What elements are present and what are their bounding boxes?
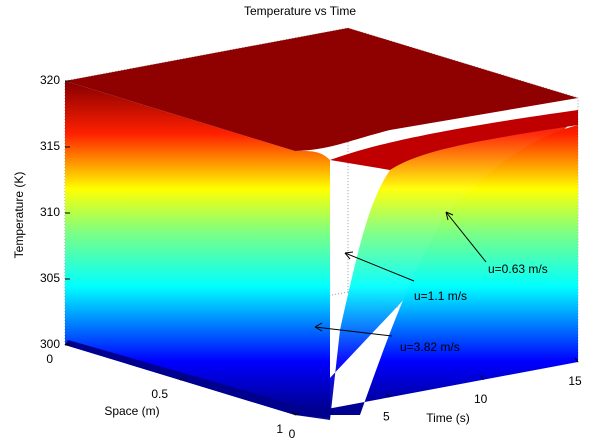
z-axis-label: Temperature (K)	[12, 172, 26, 259]
annotation: u=0.63 m/s	[488, 262, 548, 276]
x-tick-label: 0.5	[151, 387, 168, 401]
x-tick	[179, 377, 185, 381]
y-axis-label: Time (s)	[426, 411, 470, 425]
x-tick	[294, 412, 300, 416]
y-tick-label: 15	[568, 374, 582, 388]
y-tick	[480, 375, 485, 380]
z-tick-label: 305	[40, 271, 60, 285]
y-tick-label: 10	[474, 392, 488, 406]
y-tick-label: 0	[289, 427, 296, 441]
y-tick	[385, 393, 390, 398]
annotation-arrows	[314, 211, 487, 337]
x-axis-label: Space (m)	[104, 404, 159, 418]
surface	[65, 28, 578, 420]
z-tick-label: 320	[40, 73, 60, 87]
x-tick-label: 1	[276, 422, 283, 436]
z-tick-label: 300	[40, 337, 60, 351]
annotation: u=1.1 m/s	[414, 289, 467, 303]
y-tick	[291, 410, 296, 416]
z-tick-label: 310	[40, 205, 60, 219]
x-tick	[64, 342, 70, 346]
z-tick-label: 315	[40, 139, 60, 153]
x-tick-label: 0	[46, 352, 53, 366]
y-tick	[574, 357, 579, 363]
annotation: u=3.82 m/s	[400, 340, 460, 354]
y-tick-label: 5	[383, 410, 390, 424]
chart-title: Temperature vs Time	[244, 4, 356, 18]
